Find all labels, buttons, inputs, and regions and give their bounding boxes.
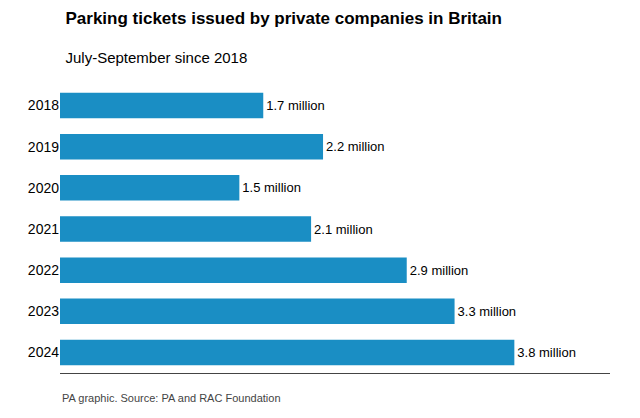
svg-text:2.1 million: 2.1 million bbox=[314, 222, 373, 237]
svg-text:3.3 million: 3.3 million bbox=[458, 304, 517, 319]
svg-text:2023: 2023 bbox=[28, 303, 59, 319]
svg-text:July-September since 2018: July-September since 2018 bbox=[66, 49, 248, 66]
svg-text:2018: 2018 bbox=[28, 97, 59, 113]
svg-text:1.7 million: 1.7 million bbox=[266, 98, 325, 113]
svg-text:2020: 2020 bbox=[28, 180, 59, 196]
svg-text:3.8 million: 3.8 million bbox=[517, 345, 576, 360]
svg-text:2024: 2024 bbox=[28, 344, 59, 360]
svg-text:Parking tickets issued by priv: Parking tickets issued by private compan… bbox=[66, 9, 502, 28]
svg-text:2.2 million: 2.2 million bbox=[326, 139, 385, 154]
svg-text:1.5 million: 1.5 million bbox=[242, 180, 301, 195]
svg-text:2021: 2021 bbox=[28, 221, 59, 237]
svg-text:2019: 2019 bbox=[28, 139, 59, 155]
svg-text:2022: 2022 bbox=[28, 262, 59, 278]
svg-text:PA graphic. Source: PA and RAC: PA graphic. Source: PA and RAC Foundatio… bbox=[62, 392, 281, 404]
svg-text:2.9 million: 2.9 million bbox=[410, 263, 469, 278]
